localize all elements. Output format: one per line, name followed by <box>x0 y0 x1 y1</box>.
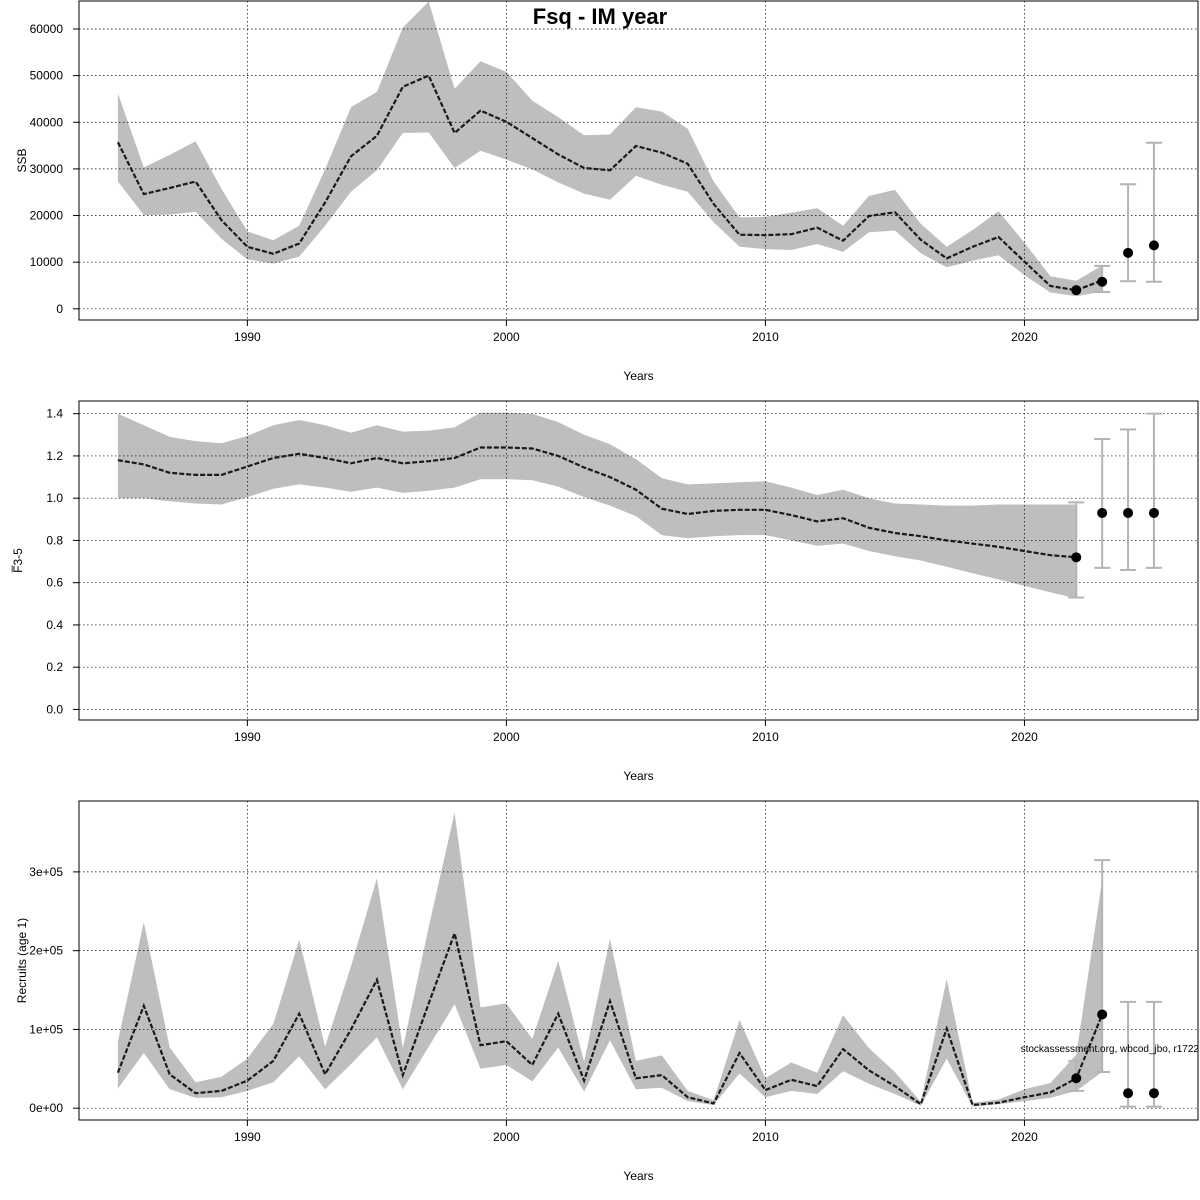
x-tick-label: 2020 <box>1011 330 1038 344</box>
fbar-panel: 1990 2000 2010 2020 0.0 0.2 0.4 0.6 0.8 1.0 1.2 1.4… <box>11 400 1199 783</box>
y-axis-title: F̅3-5 <box>11 548 25 573</box>
x-tick-label: 2000 <box>493 1130 520 1144</box>
forecast-point <box>1071 285 1082 296</box>
confidence-band <box>117 812 1103 1107</box>
estimate-line <box>117 446 1077 559</box>
forecast-point <box>1148 1088 1159 1099</box>
y-tick-label: 60000 <box>30 22 64 36</box>
y-tick-label: 0.8 <box>46 533 63 547</box>
x-tick-label: 2000 <box>493 730 520 744</box>
figure-title: Fsq - IM year <box>533 4 668 29</box>
confidence-band <box>117 1 1103 297</box>
forecast-point <box>1097 276 1108 287</box>
x-tick-label: 2010 <box>752 730 779 744</box>
y-tick-label: 0.2 <box>46 660 63 674</box>
plot-frame <box>78 0 1199 321</box>
y-tick-label: 10000 <box>30 255 64 269</box>
forecast-point <box>1123 247 1134 258</box>
forecast-point <box>1097 1009 1108 1020</box>
y-axis-title: SSB <box>15 148 29 172</box>
footnote: stockassessment.org, wbcod_jbo, r1722 <box>1021 1044 1200 1055</box>
x-tick-label: 2000 <box>493 330 520 344</box>
forecast-point <box>1148 507 1159 518</box>
y-tick-label: 40000 <box>30 115 64 129</box>
x-tick-label: 1990 <box>234 730 261 744</box>
x-tick-label: 1990 <box>234 1130 261 1144</box>
ssb-panel: 1990 2000 2010 2020 0 10000 20000 30000 40000 500… <box>15 0 1199 383</box>
y-tick-label: 0.4 <box>46 618 63 632</box>
y-tick-label: 50000 <box>30 69 64 83</box>
x-tick-label: 2020 <box>1011 730 1038 744</box>
y-tick-label: 30000 <box>30 162 64 176</box>
x-tick-label: 2010 <box>752 330 779 344</box>
forecast-point <box>1071 552 1082 563</box>
x-tick-label: 2020 <box>1011 1130 1038 1144</box>
x-axis-title: Years <box>623 769 653 783</box>
y-axis-title: Recruits (age 1) <box>15 918 29 1003</box>
y-tick-label: 1.0 <box>46 491 63 505</box>
y-tick-label: 1.2 <box>46 449 63 463</box>
x-tick-label: 1990 <box>234 330 261 344</box>
y-tick-label: 2e+05 <box>29 944 63 958</box>
y-tick-label: 0.6 <box>46 576 63 590</box>
plot-frame <box>78 800 1199 1121</box>
x-axis-title: Years <box>623 369 653 383</box>
forecast-point <box>1071 1073 1082 1084</box>
y-tick-label: 0 <box>56 302 63 316</box>
forecast-point <box>1123 507 1134 518</box>
estimate-line <box>116 929 1104 1107</box>
forecast-point <box>1148 240 1159 251</box>
y-tick-label: 1.4 <box>46 407 63 421</box>
recruits-panel: 1990 2000 2010 2020 0e+00 1e+05 2e+05 3e+05 Year… <box>15 800 1199 1183</box>
y-tick-label: 1e+05 <box>29 1022 63 1036</box>
y-tick-label: 0.0 <box>46 702 63 716</box>
y-tick-label: 3e+05 <box>29 865 63 879</box>
y-tick-label: 20000 <box>30 209 64 223</box>
forecast-point <box>1097 507 1108 518</box>
y-tick-label: 0e+00 <box>29 1101 63 1115</box>
forecast-point <box>1123 1088 1134 1099</box>
estimate-line <box>116 74 1103 292</box>
x-tick-label: 2010 <box>752 1130 779 1144</box>
confidence-band <box>117 412 1077 599</box>
plot-frame <box>78 400 1199 721</box>
x-axis-title: Years <box>623 1169 653 1183</box>
